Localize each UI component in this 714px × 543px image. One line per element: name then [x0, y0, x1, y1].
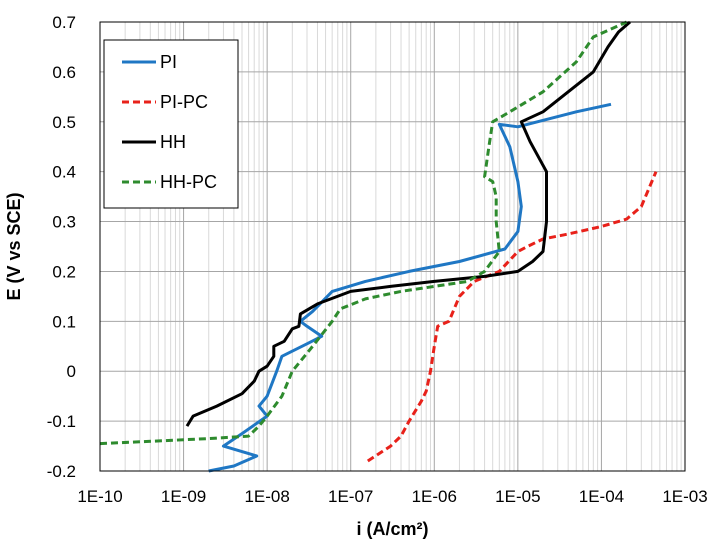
x-axis-ticks: 1E-10 1E-09 1E-08 1E-07 1E-06 1E-05 1E-04 1E-03 — [77, 487, 707, 506]
x-tick-label: 1E-05 — [495, 487, 540, 506]
y-tick-label: 0.3 — [52, 213, 76, 232]
y-tick-label: 0.1 — [52, 312, 76, 331]
series-line-pi — [208, 102, 612, 473]
legend-label: PI — [160, 52, 177, 72]
y-tick-label: 0.6 — [52, 63, 76, 82]
x-tick-label: 1E-06 — [412, 487, 457, 506]
legend-label: HH-PC — [160, 172, 217, 192]
series-layer — [99, 20, 658, 473]
x-tick-label: 1E-07 — [328, 487, 373, 506]
legend: PI PI-PC HH HH-PC — [103, 39, 239, 209]
series-line-pi-pc — [366, 171, 658, 463]
x-tick-label: 1E-09 — [161, 487, 206, 506]
y-tick-label: -0.1 — [47, 412, 76, 431]
y-tick-label: 0.4 — [52, 163, 76, 182]
legend-label: HH — [160, 132, 186, 152]
y-tick-label: 0 — [67, 362, 76, 381]
series-line-hh — [185, 20, 631, 427]
plot-area-border — [99, 21, 686, 472]
y-tick-label: 0.5 — [52, 113, 76, 132]
legend-box — [103, 39, 239, 209]
x-tick-label: 1E-04 — [579, 487, 624, 506]
x-tick-label: 1E-08 — [244, 487, 289, 506]
series-line-hh-pc — [99, 20, 628, 446]
x-tick-label: 1E-03 — [662, 487, 707, 506]
y-axis-ticks: -0.2 -0.1 0 0.1 0.2 0.3 0.4 0.5 0.6 0.7 — [47, 13, 76, 481]
y-tick-label: 0.2 — [52, 262, 76, 281]
y-axis-title: E (V vs SCE) — [4, 192, 24, 300]
y-tick-label: -0.2 — [47, 462, 76, 481]
x-tick-label: 1E-10 — [77, 487, 122, 506]
legend-label: PI-PC — [160, 92, 208, 112]
y-tick-label: 0.7 — [52, 13, 76, 32]
x-axis-title: i (A/cm²) — [357, 519, 429, 539]
